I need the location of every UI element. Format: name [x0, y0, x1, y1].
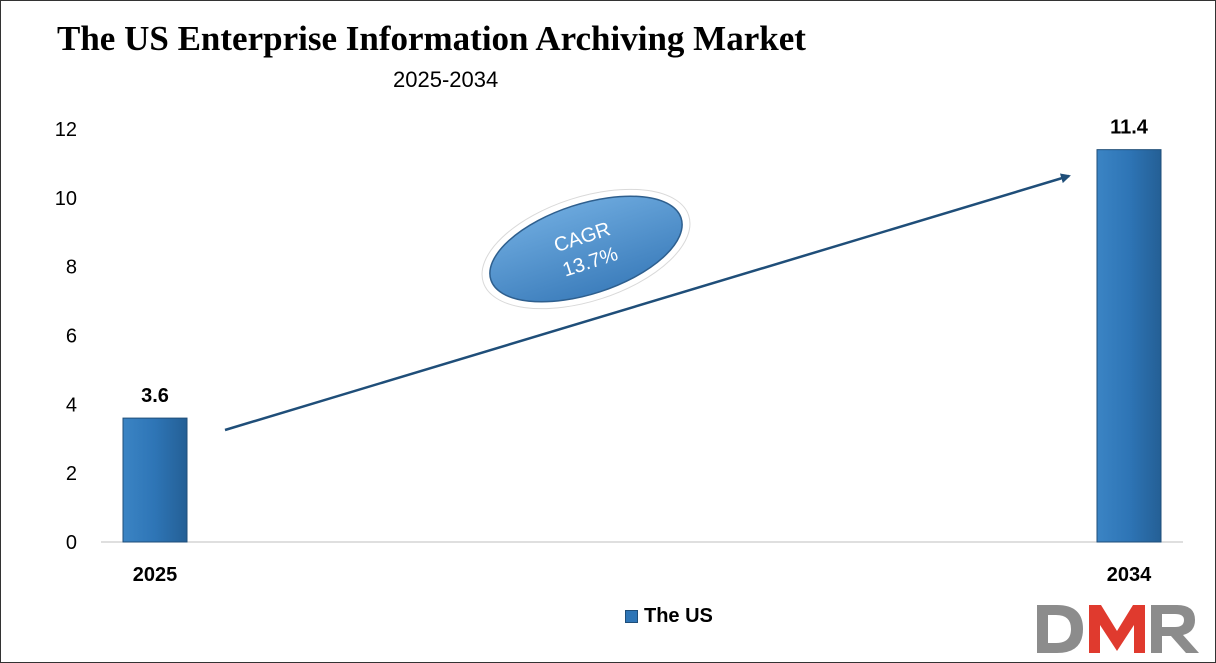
y-axis: 0 2 4 6 8 10 12	[55, 119, 77, 554]
trend-arrow	[224, 173, 1071, 432]
bars-group	[122, 149, 1162, 543]
y-tick-label: 2	[66, 463, 77, 485]
dmr-logo	[1037, 605, 1199, 653]
data-label: 11.4	[1110, 117, 1149, 139]
x-tick-label: 2025	[133, 564, 178, 586]
chart-title: The US Enterprise Information Archiving …	[57, 19, 806, 58]
y-tick-label: 0	[66, 532, 77, 554]
bar	[1096, 149, 1162, 543]
data-labels-group: 3.6 11.4	[141, 117, 1149, 407]
y-tick-label: 10	[55, 188, 77, 210]
x-tick-label: 2034	[1107, 564, 1152, 586]
x-axis: 2025 2034	[133, 564, 1152, 586]
legend-label: The US	[644, 605, 713, 627]
cagr-badge: CAGR 13.7%	[481, 188, 691, 310]
legend-swatch	[625, 610, 638, 623]
chart-subtitle: 2025-2034	[393, 67, 499, 92]
y-tick-label: 6	[66, 326, 77, 348]
cagr-ellipse	[489, 195, 683, 303]
data-label: 3.6	[141, 385, 169, 407]
bar	[122, 417, 188, 543]
y-tick-label: 12	[55, 119, 77, 141]
y-tick-label: 4	[66, 394, 77, 416]
legend: The US	[625, 605, 713, 628]
y-tick-label: 8	[66, 257, 77, 279]
